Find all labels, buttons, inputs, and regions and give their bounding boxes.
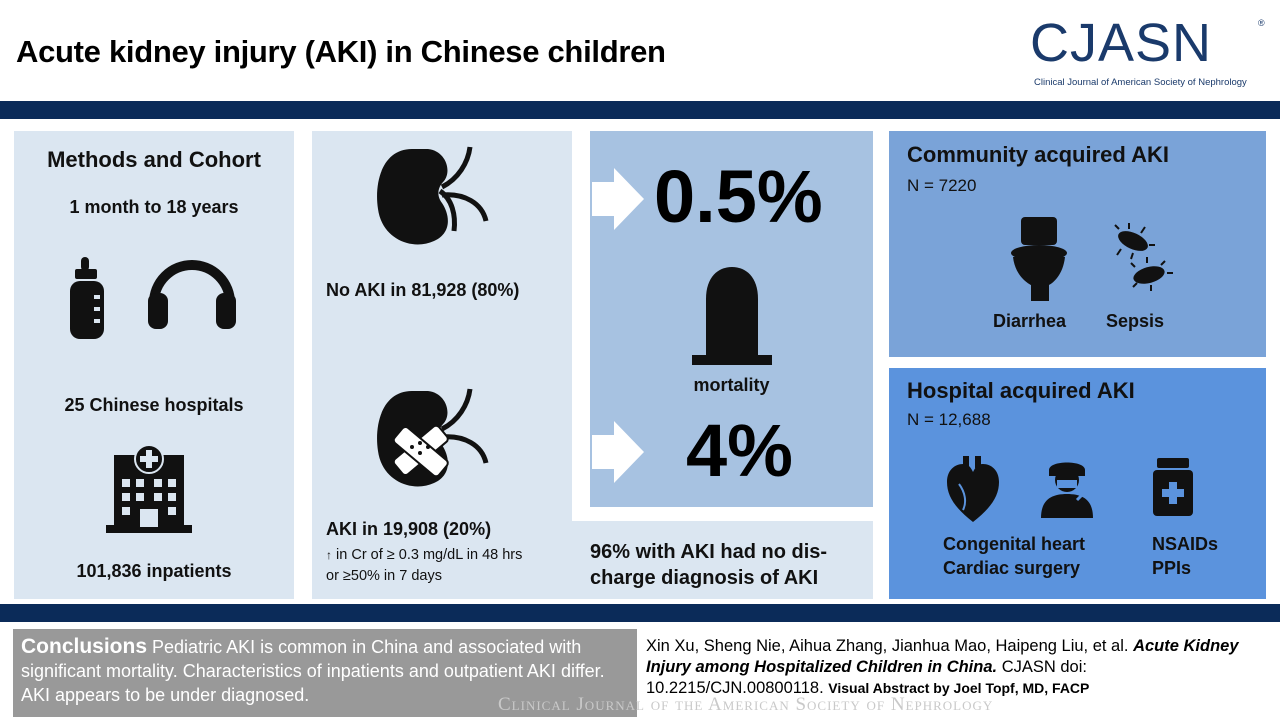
no-aki-mortality-rate: 0.5%: [654, 155, 823, 238]
no-aki-count: No AKI in 81,928 (80%): [326, 280, 520, 300]
no-diagnosis-panel: 96% with AKI had no dis- charge diagnosi…: [572, 521, 873, 599]
logo-subtitle: Clinical Journal of American Society of …: [1034, 77, 1247, 88]
community-heading: Community acquired AKI: [907, 142, 1169, 167]
citation-article[interactable]: Acute Kidney Injury among Hospitalized C…: [646, 637, 1239, 676]
age-range: 1 month to 18 years: [69, 197, 239, 217]
mortality-label: mortality: [693, 375, 770, 395]
aki-mortality-rate: 4%: [686, 409, 793, 492]
logo-wordmark: CJASN: [1030, 13, 1213, 73]
conclusions-box: Conclusions Pediatric AKI is common in C…: [13, 629, 637, 717]
tombstone-icon: [692, 267, 772, 365]
arrow-right-icon: [592, 168, 644, 230]
hospitals-count: 25 Chinese hospitals: [64, 395, 244, 415]
page-title: Acute kidney injury (AKI) in Chinese chi…: [16, 34, 666, 69]
bacteria-icon: [1114, 223, 1173, 291]
aki-criteria-text: in Cr of ≥ 0.3 mg/dL in 48 hrs: [336, 547, 523, 563]
hospital-building-icon: [106, 444, 192, 533]
top-divider-band: [0, 101, 1280, 119]
community-cause-sepsis: Sepsis: [1106, 311, 1165, 331]
citation-authors: Xin Xu, Sheng Nie, Aihua Zhang, Jianhua …: [646, 637, 1129, 655]
methods-panel: Methods and Cohort 1 month to 18 years 2…: [14, 131, 294, 599]
no-diagnosis-line1: 96% with AKI had no dis-: [590, 541, 828, 563]
citation-doi[interactable]: CJASN doi: 10.2215/CJN.00800118.: [646, 658, 1087, 697]
conclusions-text: Pediatric AKI is common in China and ass…: [21, 637, 605, 705]
community-n: N = 7220: [907, 176, 977, 195]
community-cause-diarrhea: Diarrhea: [993, 311, 1067, 331]
hospital-n: N = 12,688: [907, 410, 991, 429]
hospital-cause-surgery: Cardiac surgery: [943, 558, 1081, 578]
arrow-right-icon: [592, 421, 644, 483]
inpatients-count: 101,836 inpatients: [76, 561, 232, 581]
conclusions-lead: Conclusions: [21, 635, 148, 658]
community-aki-panel: Community acquired AKI N = 7220 Diarrhea…: [889, 131, 1266, 357]
journal-watermark: Clinical Journal of the American Society…: [498, 694, 993, 716]
aki-count: AKI in 19,908 (20%): [326, 519, 492, 539]
surgeon-icon: [1041, 462, 1093, 518]
hospital-cause-ppis: PPIs: [1152, 558, 1192, 578]
aki-criteria-line2: or ≥50% in 7 days: [326, 568, 442, 584]
journal-logo: CJASN ® Clinical Journal of American Soc…: [1030, 12, 1270, 92]
bottom-divider-band: [0, 604, 1280, 622]
aki-incidence-panel: No AKI in 81,928 (80%) AKI in 19,908 (20…: [312, 131, 572, 599]
toilet-icon: [1011, 217, 1067, 301]
headphones-icon: [148, 260, 236, 329]
hospital-heading: Hospital acquired AKI: [907, 378, 1135, 403]
kidney-icon: [377, 146, 489, 245]
logo-registered-mark: ®: [1258, 18, 1265, 28]
watermark-text: Clinical Journal of the American Society…: [498, 694, 994, 715]
baby-bottle-icon: [70, 257, 104, 339]
no-diagnosis-line2: charge diagnosis of AKI: [590, 567, 819, 589]
aki-criteria-line1: ↑ in Cr of ≥ 0.3 mg/dL in 48 hrs: [326, 547, 522, 563]
hospital-cause-nsaids: NSAIDs: [1152, 534, 1219, 554]
citation: Xin Xu, Sheng Nie, Aihua Zhang, Jianhua …: [646, 636, 1266, 699]
hospital-cause-congenital: Congenital heart: [943, 534, 1086, 554]
bandaged-kidney-icon: [377, 388, 489, 487]
hospital-aki-panel: Hospital acquired AKI N = 12,688 Congeni…: [889, 368, 1266, 599]
heart-icon: [947, 456, 999, 522]
medicine-bottle-icon: [1153, 458, 1193, 516]
methods-heading: Methods and Cohort: [47, 147, 261, 172]
increase-arrow-icon: ↑: [326, 548, 332, 562]
citation-credit: Visual Abstract by Joel Topf, MD, FACP: [828, 680, 1090, 696]
